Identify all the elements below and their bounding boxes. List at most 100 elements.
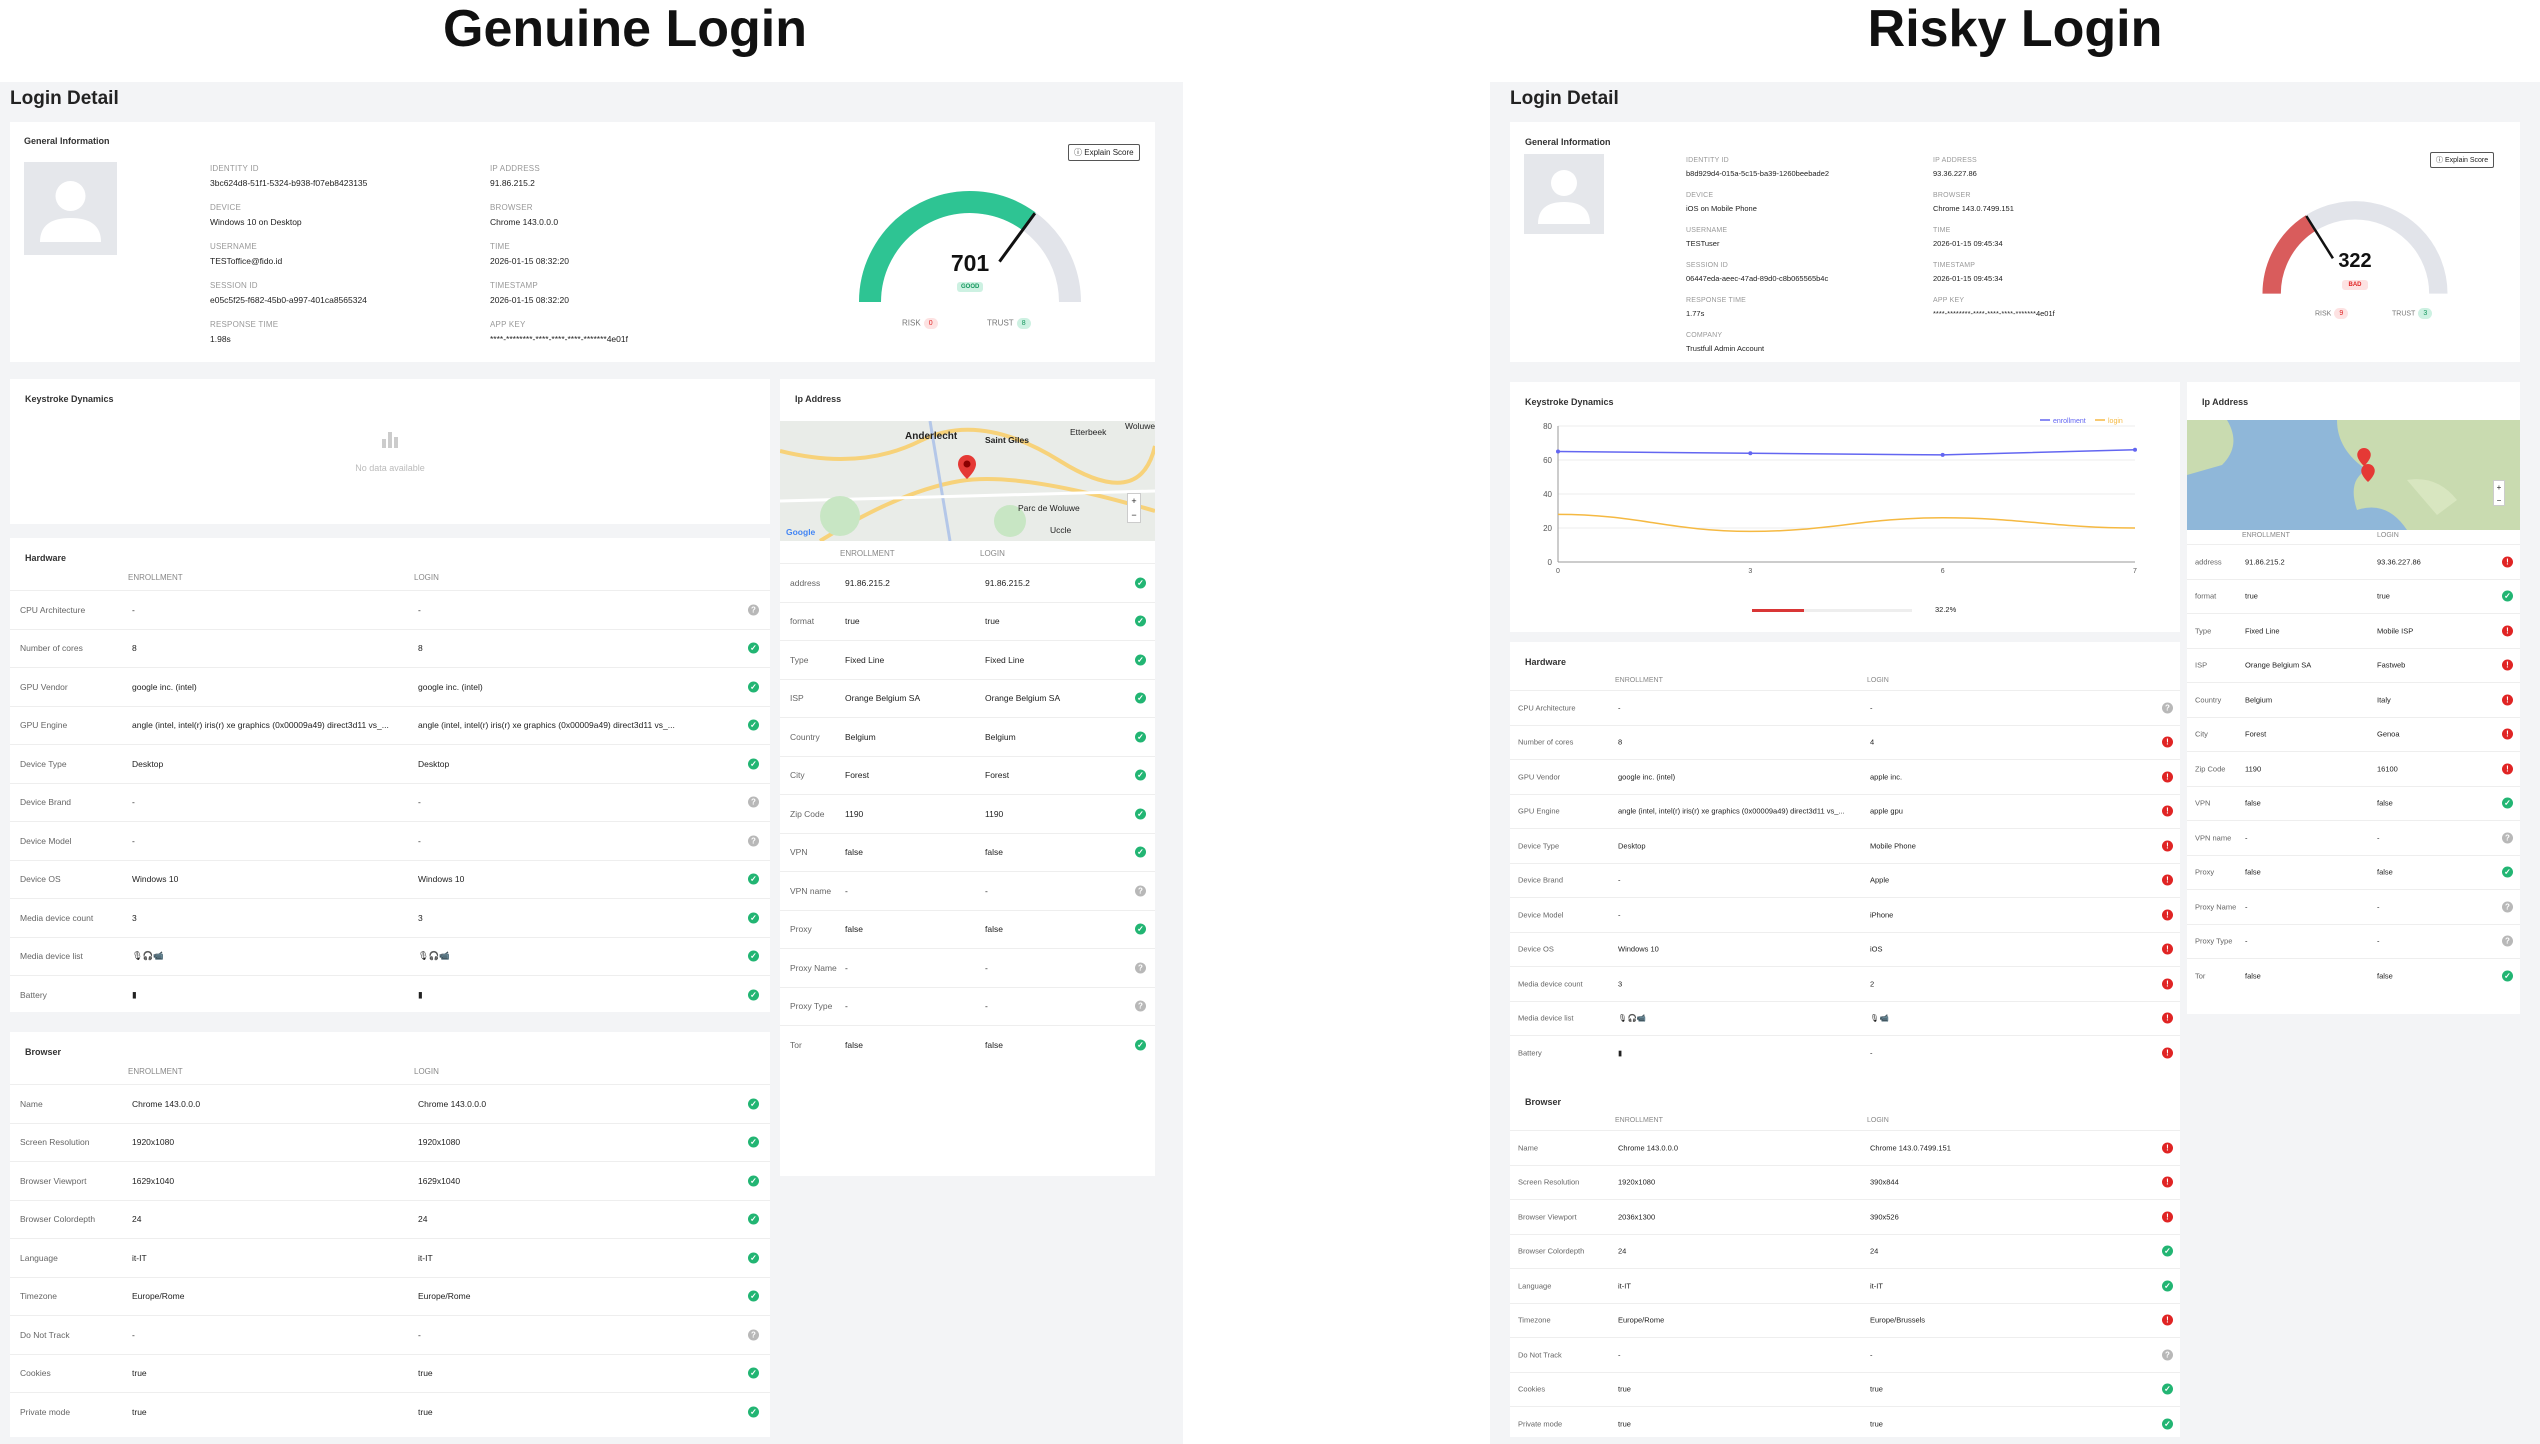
alert-icon: !	[2502, 763, 2513, 775]
login-value: 3	[418, 912, 423, 923]
user-icon	[40, 181, 101, 242]
enrollment-point	[1940, 452, 1945, 457]
login-value: -	[2377, 936, 2380, 946]
login-value: 2	[1870, 979, 1875, 989]
enrollment-value: -	[845, 1001, 848, 1012]
row-label: Do Not Track	[1518, 1350, 1562, 1360]
enrollment-value: -	[845, 962, 848, 973]
enrollment-value: ▮	[132, 989, 137, 1000]
login-value: Apple	[1870, 875, 1890, 885]
check-icon: ✓	[2162, 1245, 2173, 1257]
table-row: Device Type Desktop Desktop ✓	[10, 744, 770, 783]
enrollment-value: Belgium	[2245, 695, 2273, 705]
enrollment-value: google inc. (intel)	[1618, 772, 1676, 782]
login-value: apple inc.	[1870, 772, 1903, 782]
page-title: Login Detail	[10, 88, 119, 109]
session-id-value: e05c5f25-f682-45b0-a997-401ca8565324	[210, 295, 367, 305]
col-enrollment-header: ENROLLMENT	[1615, 677, 1663, 684]
col-login-header: LOGIN	[1867, 1117, 1889, 1124]
alert-icon: !	[2162, 736, 2173, 748]
table-row: Proxy Name - -?	[2187, 889, 2520, 924]
row-label: ISP	[2195, 660, 2208, 670]
login-value: true	[418, 1368, 433, 1379]
login-value: 390x844	[1870, 1177, 1899, 1187]
enrollment-value: false	[2245, 867, 2261, 877]
alert-icon: !	[2162, 1047, 2173, 1059]
ip-map[interactable]: + −	[2187, 420, 2520, 530]
enrollment-value: 3	[132, 912, 137, 923]
enrollment-value: google inc. (intel)	[132, 681, 197, 692]
map-label: Uccle	[1050, 525, 1072, 535]
row-label: format	[790, 616, 815, 627]
login-value: 390x526	[1870, 1212, 1899, 1222]
check-icon: ✓	[748, 1252, 759, 1264]
question-icon: ?	[2162, 702, 2173, 714]
explain-score-button[interactable]: ⓘ Explain Score	[1068, 144, 1140, 161]
ip-map[interactable]: Anderlecht Saint Giles Etterbeek Woluwe …	[780, 421, 1155, 541]
table-row: Type Fixed Line Fixed Line ✓	[780, 640, 1155, 679]
device-value: Windows 10 on Desktop	[210, 217, 302, 227]
table-row: Battery ▮ -!	[1510, 1035, 2180, 1070]
app-key-value: ****-********-****-****-****-*******4e01…	[490, 334, 628, 344]
login-value: 24	[1870, 1246, 1879, 1256]
enrollment-value: 🎙🎧📹	[1618, 1013, 1647, 1023]
check-icon: ✓	[748, 950, 759, 962]
ip-address-card: Ip Address Anderlecht Saint Giles Etterb…	[780, 379, 1155, 1176]
enrollment-value: Chrome 143.0.0.0	[1618, 1143, 1679, 1153]
table-row: Browser Colordepth 24 24 ✓	[10, 1199, 770, 1239]
ip-address-value: 91.86.215.2	[490, 178, 535, 188]
browser-value: Chrome 143.0.7499.151	[1933, 204, 2014, 213]
login-value: Chrome 143.0.7499.151	[1870, 1143, 1951, 1153]
y-tick-label: 80	[1543, 422, 1552, 431]
login-value: false	[2377, 867, 2393, 877]
info-icon: ⓘ	[2436, 157, 2445, 164]
table-row: Do Not Track - -?	[10, 1315, 770, 1354]
row-label: format	[2195, 591, 2217, 601]
table-row: Screen Resolution 1920x1080 1920x1080 ✓	[10, 1122, 770, 1162]
row-label: Device Model	[20, 835, 72, 846]
table-row: Device OS Windows 10 Windows 10 ✓	[10, 859, 770, 899]
login-value: Forest	[985, 770, 1010, 781]
check-icon: ✓	[748, 1136, 759, 1148]
login-value: Belgium	[985, 731, 1016, 742]
zoom-control[interactable]: + −	[2493, 480, 2505, 506]
login-value: false	[2377, 971, 2393, 981]
legend-enrollment: enrollment	[2053, 418, 2086, 425]
genuine-screenshot: Login Detail General Information IDENTIT…	[0, 82, 1183, 1444]
row-label: Name	[20, 1098, 43, 1109]
login-value: -	[985, 962, 988, 973]
keystroke-line-chart: 80 60 40 20 00 3 6 7 enrollment login	[1543, 418, 2137, 575]
login-value: 1190	[985, 808, 1004, 819]
company-label: COMPANY	[1686, 332, 1723, 339]
enrollment-value: -	[1618, 703, 1621, 713]
question-icon: ?	[748, 835, 759, 847]
question-icon: ?	[1135, 885, 1146, 897]
y-tick-label: 40	[1543, 490, 1552, 499]
enrollment-value: Windows 10	[1618, 944, 1659, 954]
identity-id-label: IDENTITY ID	[210, 164, 259, 173]
table-row: Device OS Windows 10 iOS!	[1510, 931, 2180, 967]
zoom-control[interactable]: + −	[1127, 493, 1141, 523]
table-row: Media device count 3 2!	[1510, 966, 2180, 1001]
alert-icon: !	[2162, 771, 2173, 783]
alert-icon: !	[2162, 943, 2173, 955]
question-icon: ?	[2502, 935, 2513, 947]
map-label: Google	[786, 527, 816, 537]
login-value: Italy	[2377, 695, 2391, 705]
check-icon: ✓	[1135, 923, 1146, 935]
explain-score-button[interactable]: ⓘ Explain Score	[2430, 152, 2495, 168]
alert-icon: !	[2502, 556, 2513, 568]
enrollment-value: Forest	[2245, 729, 2267, 739]
enrollment-value: 24	[132, 1214, 142, 1225]
enrollment-value: 2036x1300	[1618, 1212, 1656, 1222]
alert-icon: !	[2162, 1176, 2173, 1188]
y-tick-label: 0	[1548, 558, 1553, 567]
enrollment-value: -	[132, 797, 135, 808]
enrollment-value: angle (intel, intel(r) iris(r) xe graphi…	[1618, 806, 1845, 816]
card-title: Hardware	[25, 553, 67, 563]
login-value: true	[1870, 1384, 1883, 1394]
login-value: Europe/Rome	[418, 1291, 471, 1302]
login-value: 24	[418, 1214, 428, 1225]
row-label: VPN	[790, 847, 808, 858]
user-icon	[1538, 170, 1590, 224]
